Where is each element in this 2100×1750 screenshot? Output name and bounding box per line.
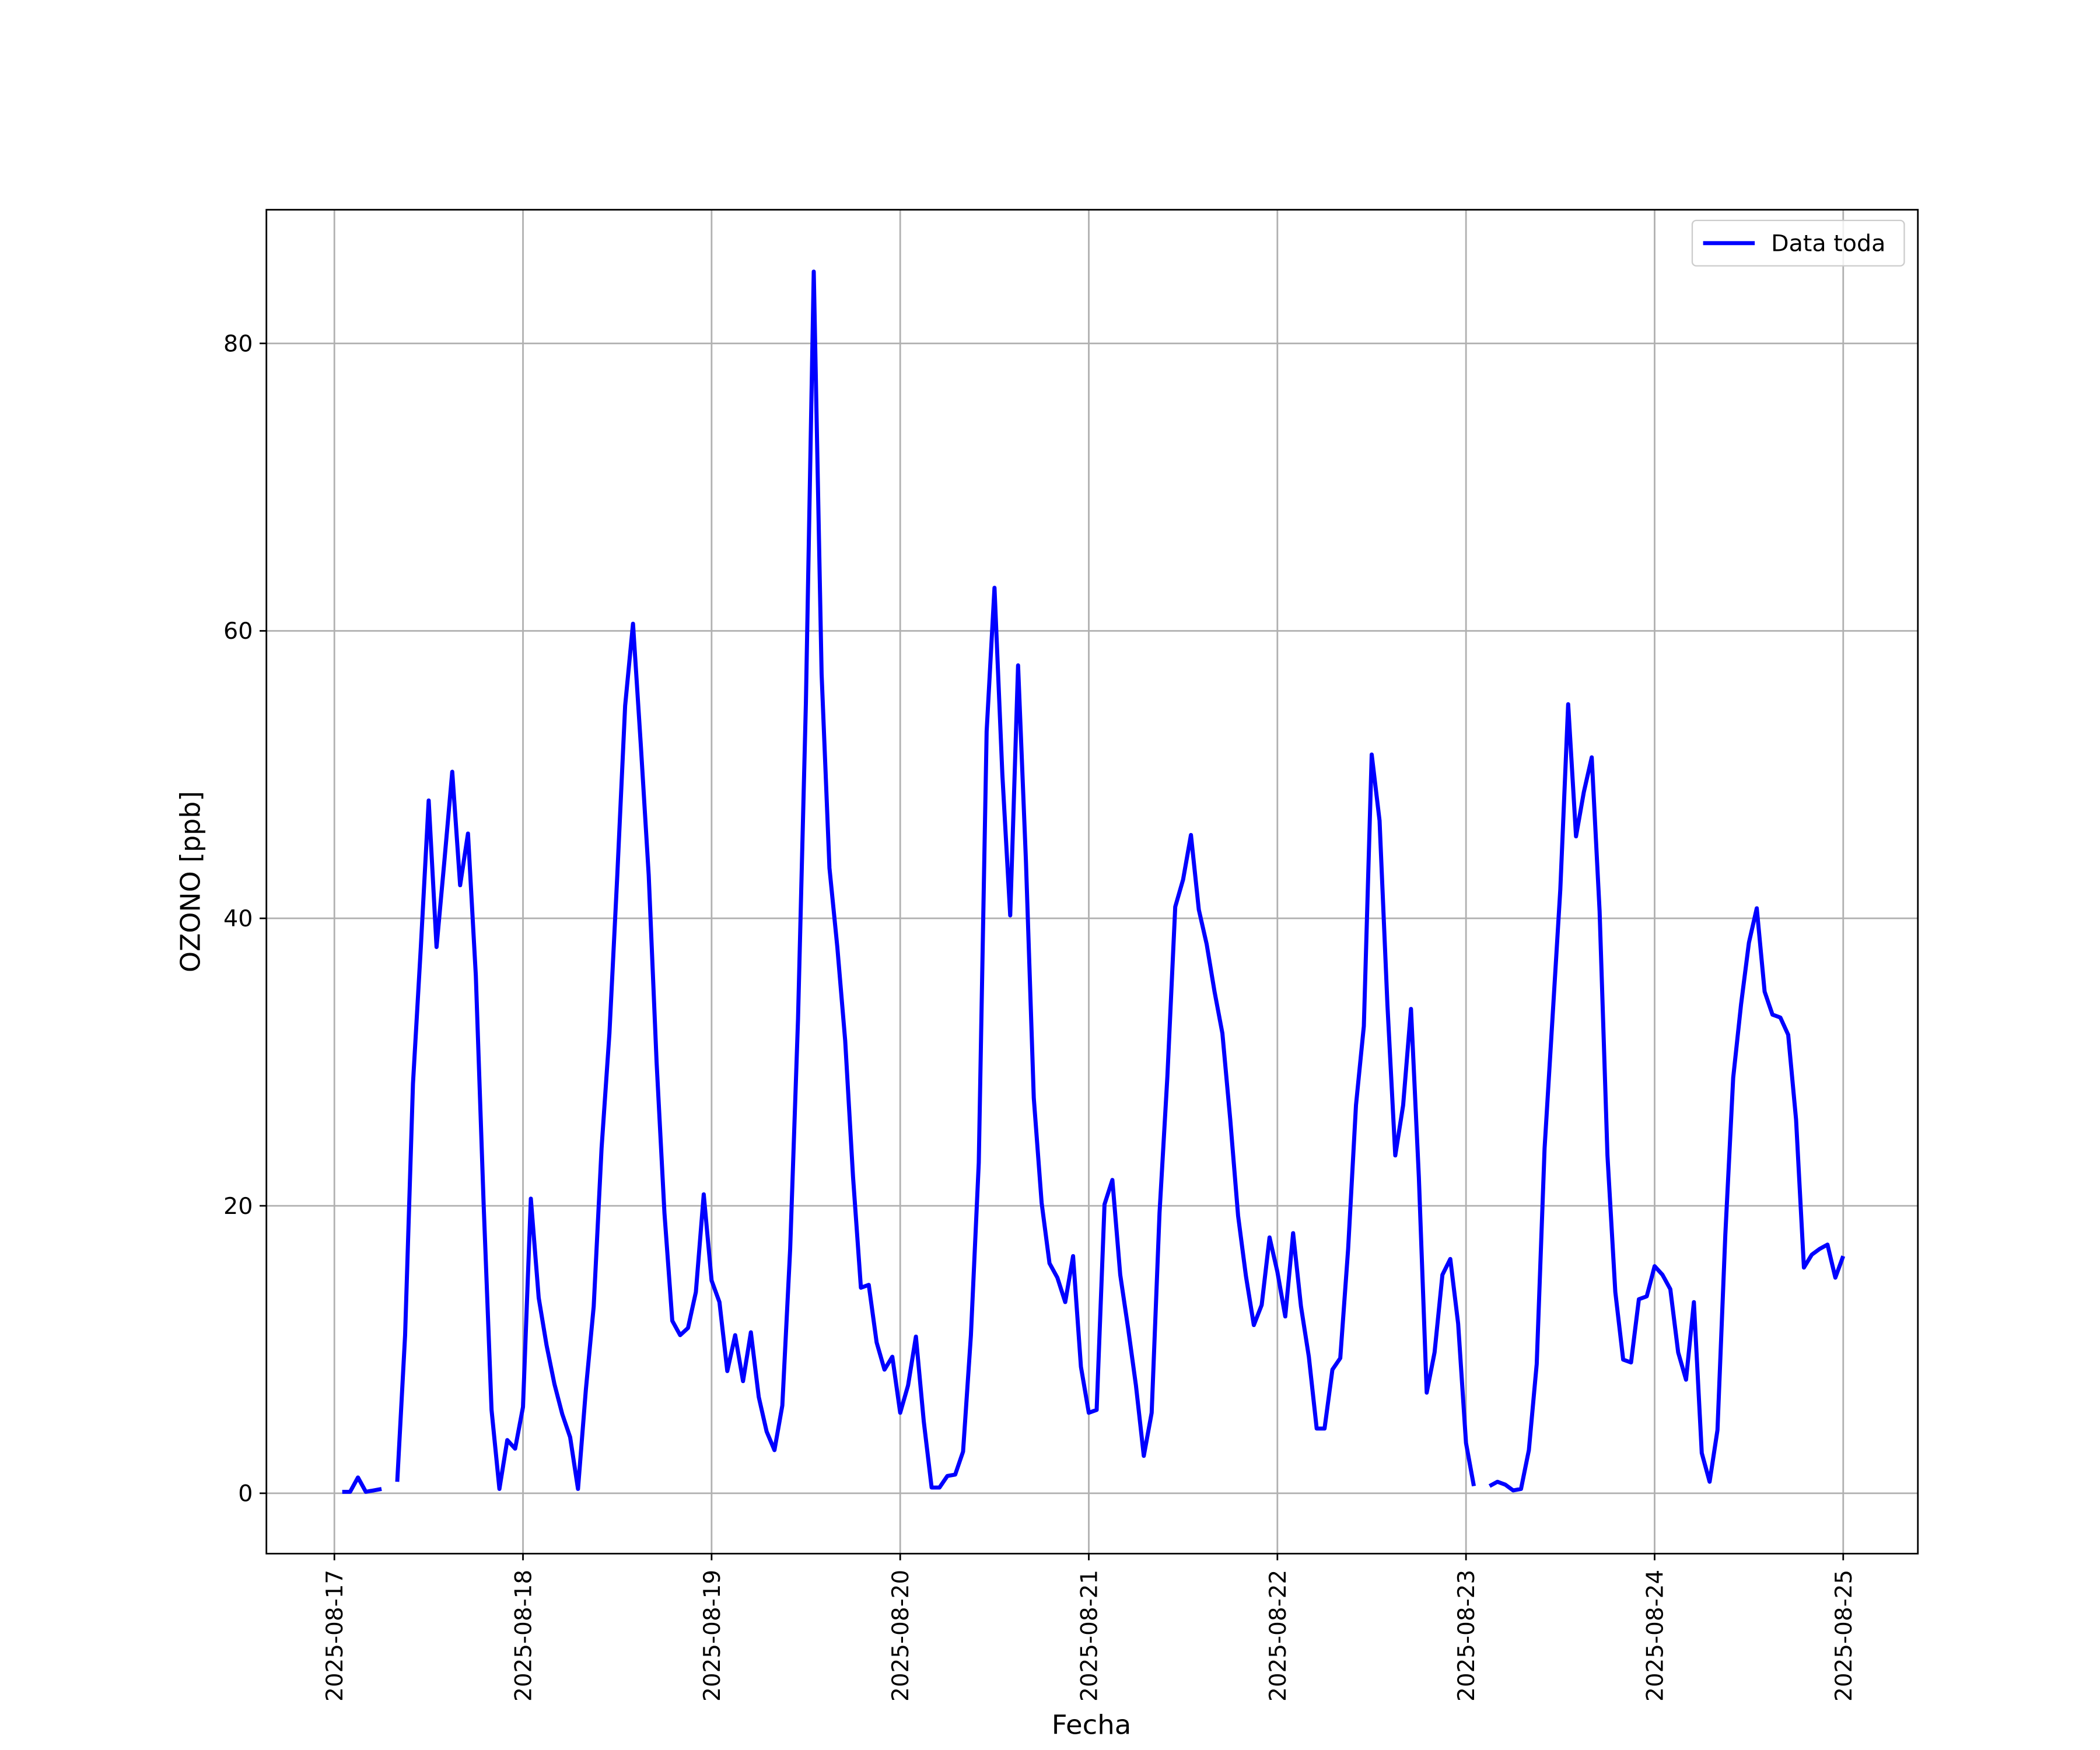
x-axis-label: Fecha	[1052, 1709, 1132, 1741]
x-tick-label: 2025-08-24	[1642, 1570, 1668, 1702]
y-tick-label: 40	[223, 906, 253, 932]
y-tick-label: 60	[223, 619, 253, 645]
x-tick-label: 2025-08-21	[1076, 1570, 1102, 1702]
legend-label: Data toda	[1771, 231, 1885, 257]
x-tick-label: 2025-08-18	[510, 1570, 537, 1702]
grid	[266, 209, 1918, 1554]
ticks: 0 20 40 60 80 2025-08-17 2025-08-18 2025-08-19 2…	[223, 331, 1857, 1702]
data-line	[342, 270, 1846, 1494]
axes-frame	[265, 209, 1919, 1555]
x-tick-label: 2025-08-23	[1454, 1570, 1480, 1702]
y-tick-label: 0	[238, 1481, 253, 1507]
y-axis-label: OZONO [ppb]	[174, 791, 206, 972]
x-tick-label: 2025-08-19	[699, 1570, 726, 1702]
x-tick-label: 2025-08-17	[322, 1570, 348, 1702]
legend-box	[1691, 219, 1905, 267]
x-tick-label: 2025-08-25	[1831, 1570, 1857, 1702]
y-tick-label: 20	[223, 1194, 253, 1220]
y-tick-label: 80	[223, 331, 253, 358]
legend: Data toda	[1691, 219, 1905, 267]
x-tick-label: 2025-08-22	[1265, 1570, 1292, 1702]
plot-area	[342, 270, 1846, 1494]
x-tick-label: 2025-08-20	[888, 1570, 914, 1702]
